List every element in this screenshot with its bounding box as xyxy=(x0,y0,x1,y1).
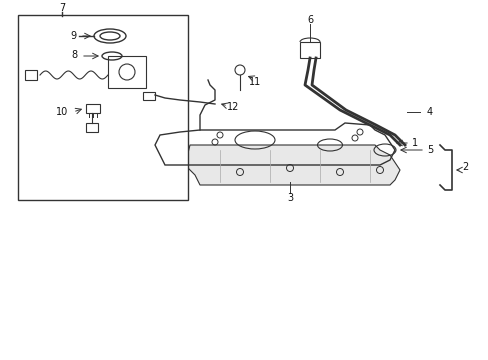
Text: 5: 5 xyxy=(426,145,432,155)
Text: 10: 10 xyxy=(56,107,68,117)
Text: 12: 12 xyxy=(226,102,239,112)
Bar xyxy=(299,42,319,58)
Text: 6: 6 xyxy=(306,15,312,25)
Text: 8: 8 xyxy=(71,50,77,60)
Bar xyxy=(25,70,37,80)
Polygon shape xyxy=(184,145,399,185)
Text: 2: 2 xyxy=(461,162,467,172)
Text: 3: 3 xyxy=(286,193,292,203)
Bar xyxy=(86,123,98,132)
Bar xyxy=(18,15,187,200)
Text: 1: 1 xyxy=(411,138,417,148)
Text: 11: 11 xyxy=(248,77,261,87)
Bar xyxy=(108,56,146,88)
Text: 9: 9 xyxy=(70,31,76,41)
Text: 4: 4 xyxy=(426,107,432,117)
Text: 7: 7 xyxy=(59,3,65,13)
Bar xyxy=(142,92,155,100)
Bar xyxy=(86,104,100,113)
